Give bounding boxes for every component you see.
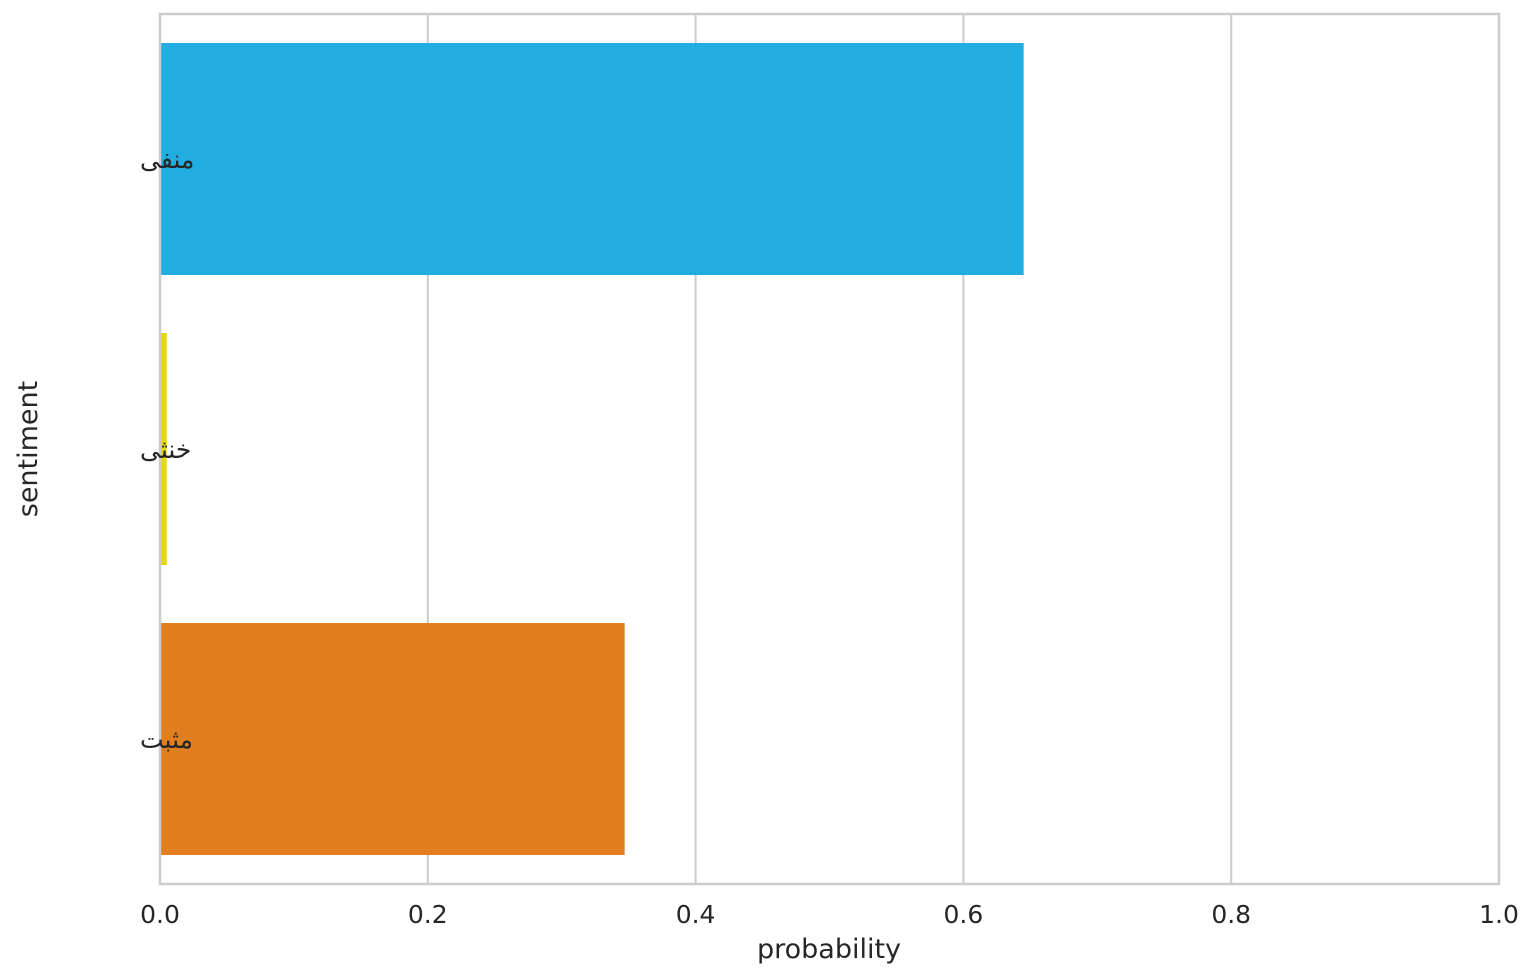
bar: [160, 623, 625, 855]
category-labels: منفی خنثی مثبت: [140, 145, 194, 754]
x-axis-label: probability: [757, 934, 901, 965]
bar: [160, 43, 1024, 275]
plot-frame: [158, 12, 1501, 886]
bar-layer: [160, 43, 1024, 855]
x-tick-label: 1.0: [1479, 900, 1519, 929]
x-tick-label: 0.8: [1211, 900, 1251, 929]
category-label: خنثی: [140, 435, 191, 464]
x-tick-label: 0.6: [944, 900, 984, 929]
category-label: مثبت: [140, 725, 193, 754]
x-tick-labels: 0.0 0.2 0.4 0.6 0.8 1.0: [140, 900, 1519, 929]
category-label: منفی: [140, 145, 194, 174]
bar: [160, 333, 167, 565]
x-tick-label: 0.0: [140, 900, 180, 929]
x-tick-label: 0.2: [408, 900, 448, 929]
x-tick-label: 0.4: [676, 900, 716, 929]
y-axis-label: sentiment: [13, 381, 44, 518]
